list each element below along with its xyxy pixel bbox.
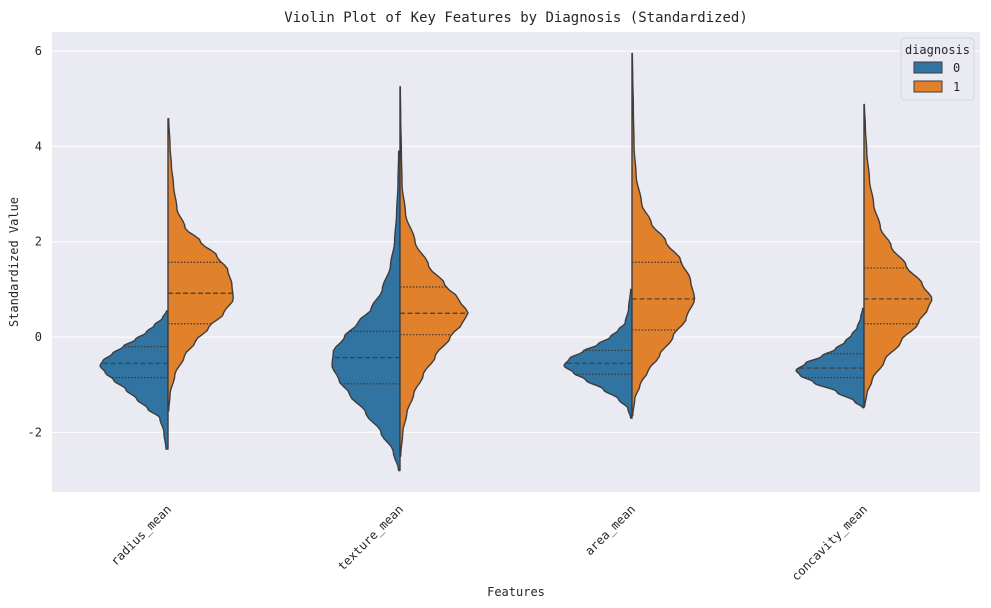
x-tick-label: concavity_mean [789, 502, 870, 583]
legend-swatch-0 [913, 61, 943, 74]
legend: diagnosis 0 1 [900, 37, 975, 101]
grid-lines [52, 50, 980, 433]
violin-radius_mean-series-1 [167, 118, 234, 412]
violin-concavity_mean-series-0 [795, 307, 865, 409]
x-tick-label: texture_mean [335, 502, 406, 573]
violins [99, 52, 933, 472]
legend-title: diagnosis [905, 43, 970, 57]
y-tick-label: -2 [28, 425, 42, 439]
y-tick-label: 0 [35, 330, 42, 344]
legend-label-0: 0 [953, 61, 960, 75]
chart-title: Violin Plot of Key Features by Diagnosis… [284, 10, 748, 26]
y-tick-label: 2 [35, 235, 42, 249]
legend-label-1: 1 [953, 80, 960, 94]
x-tick-label: radius_mean [108, 502, 174, 568]
x-tick-label: area_mean [582, 502, 638, 558]
violin-concavity_mean-series-1 [863, 103, 933, 407]
violin-radius_mean-series-0 [99, 310, 169, 450]
y-axis-label: Standardized Value [7, 197, 21, 327]
violin-texture_mean-series-0 [331, 150, 401, 472]
y-tick-label: 6 [35, 44, 42, 58]
violin-area_mean-series-0 [563, 288, 633, 419]
y-tick-label: 4 [35, 139, 42, 153]
x-axis-label: Features [487, 585, 545, 599]
x-axis: radius_mean texture_mean area_mean concavit… [108, 502, 870, 583]
legend-swatch-1 [913, 80, 943, 93]
y-axis: -2 0 2 4 6 [28, 44, 42, 439]
violin-texture_mean-series-1 [399, 86, 469, 457]
violin-area_mean-series-1 [631, 52, 696, 417]
